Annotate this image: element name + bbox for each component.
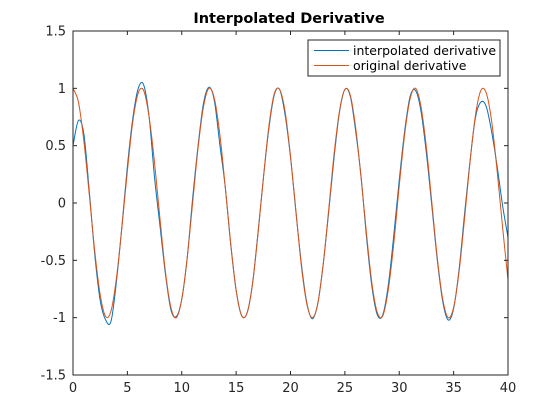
plot-area [73,31,508,375]
y-tick-label: 0.5 [45,139,66,154]
x-tick-label: 35 [445,381,462,396]
ticks-layer: 0 5 10 15 20 25 30 35 40 -1.5 -1 -0.5 0 0.5 1 1.5 [41,25,517,397]
x-tick-label: 5 [123,381,131,396]
y-tick-label: -0.5 [41,254,66,269]
x-tick-label: 20 [282,381,299,396]
y-tick-label: 0 [58,197,66,212]
y-tick-label: -1 [53,311,66,326]
y-tick-label: -1.5 [41,369,66,384]
x-tick-label: 15 [228,381,245,396]
series-layer [72,81,509,326]
x-tick-label: 40 [500,381,517,396]
y-tick-label: 1 [58,82,66,97]
y-tick-label: 1.5 [45,25,66,40]
chart-title: Interpolated Derivative [193,11,385,27]
legend-label-1: interpolated derivative [353,43,496,58]
x-tick-label: 0 [69,381,77,396]
series-line-2 [72,87,509,319]
legend-label-2: original derivative [353,58,467,73]
x-tick-label: 30 [391,381,408,396]
legend-box [307,39,501,77]
x-tick-label: 10 [173,381,190,396]
x-tick-label: 25 [337,381,354,396]
